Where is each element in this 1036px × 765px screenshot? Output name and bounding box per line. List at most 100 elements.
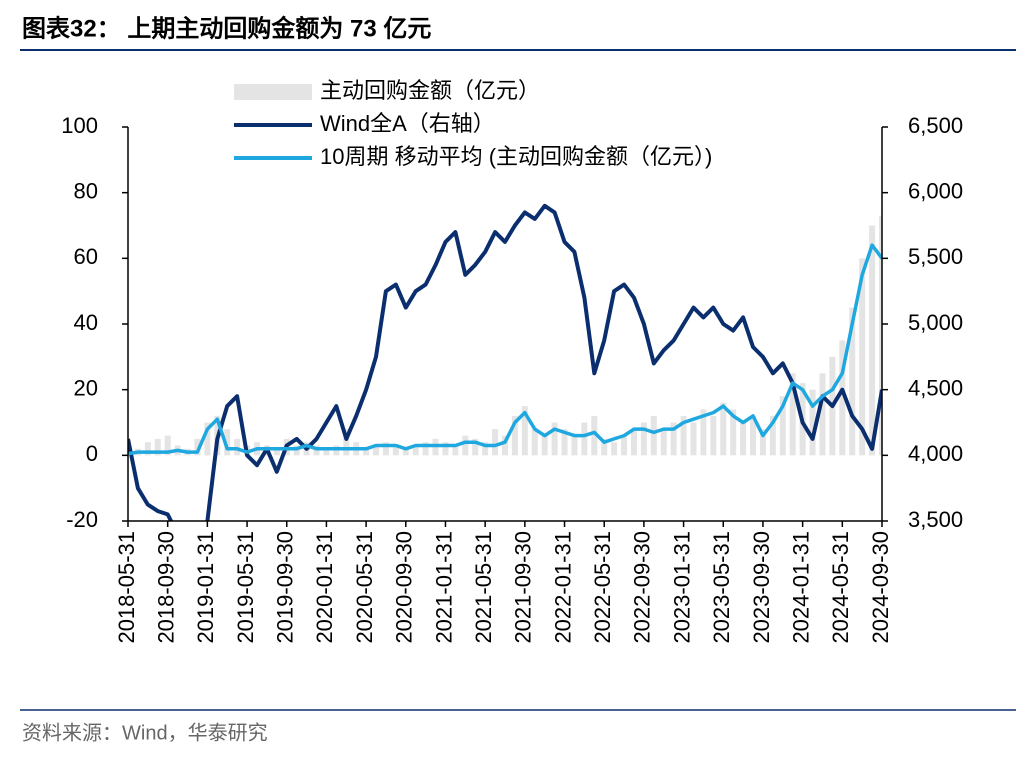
y-tick-label: -20 — [66, 507, 98, 532]
x-tick-label: 2024-05-31 — [828, 531, 853, 644]
x-tick-label: 2021-09-30 — [511, 531, 536, 644]
bar — [670, 422, 677, 456]
x-tick-label: 2018-05-31 — [114, 531, 139, 644]
y2-tick-label: 5,000 — [908, 310, 963, 335]
bar — [630, 429, 637, 456]
x-tick-label: 2019-09-30 — [273, 531, 298, 644]
bar — [442, 442, 449, 456]
bar — [343, 429, 350, 456]
bar — [591, 415, 598, 456]
line — [128, 243, 882, 456]
bar — [392, 445, 399, 456]
x-tick-label: 2023-05-31 — [709, 531, 734, 644]
bar — [581, 422, 588, 456]
bar — [412, 445, 419, 456]
bar — [422, 442, 429, 456]
x-tick-label: 2022-09-30 — [630, 531, 655, 644]
y-tick-label: 0 — [86, 441, 98, 466]
bar — [839, 340, 846, 456]
bar — [769, 415, 776, 456]
bar — [710, 415, 717, 456]
bar — [879, 215, 882, 456]
bar — [382, 442, 389, 456]
bar — [561, 429, 568, 456]
bar — [789, 373, 796, 456]
x-tick-label: 2020-05-31 — [352, 531, 377, 644]
bar — [502, 435, 508, 456]
bar — [750, 415, 757, 456]
bar — [720, 402, 727, 456]
bar — [144, 442, 151, 456]
bar — [164, 435, 171, 456]
bar — [154, 438, 161, 456]
bar — [224, 429, 231, 456]
x-tick-label: 2023-09-30 — [749, 531, 774, 644]
bar — [492, 429, 499, 456]
y-tick-label: 80 — [74, 178, 98, 203]
y-tick-label: 100 — [61, 113, 98, 138]
source: 资料来源：Wind，华泰研究 — [22, 721, 268, 744]
bar — [472, 438, 479, 456]
bar — [680, 415, 687, 456]
bar — [690, 422, 697, 456]
chart-title: 图表32： 上期主动回购金额为 73 亿元 — [22, 14, 431, 42]
y2-tick-label: 4,000 — [908, 441, 963, 466]
x-tick-label: 2020-01-31 — [312, 531, 337, 644]
bar — [700, 409, 707, 456]
legend-label: 10周期 移动平均 (主动回购金额（亿元）) — [320, 144, 712, 169]
bar — [650, 415, 657, 456]
x-tick-label: 2024-01-31 — [788, 531, 813, 644]
y-tick-label: 60 — [74, 244, 98, 269]
bar — [204, 422, 211, 456]
bar — [363, 448, 370, 456]
bar — [759, 429, 766, 456]
bar — [779, 396, 786, 456]
x-tick-label: 2019-01-31 — [193, 531, 218, 644]
y2-tick-label: 6,500 — [908, 113, 963, 138]
bar — [452, 445, 459, 456]
x-tick-label: 2022-01-31 — [550, 531, 575, 644]
bar — [611, 442, 618, 456]
y2-tick-label: 4,500 — [908, 375, 963, 400]
bar — [809, 389, 816, 456]
bar — [849, 307, 856, 456]
x-tick-label: 2024-09-30 — [868, 531, 893, 644]
legend-label: Wind全A（右轴） — [320, 111, 495, 136]
bar — [621, 435, 628, 456]
y2-tick-label: 3,500 — [908, 507, 963, 532]
bar — [511, 415, 518, 456]
bar — [730, 409, 737, 456]
y2-tick-label: 6,000 — [908, 178, 963, 203]
y-tick-label: 20 — [74, 375, 98, 400]
bar — [531, 429, 538, 456]
bar — [323, 448, 330, 456]
bar — [521, 406, 528, 456]
bar — [462, 435, 469, 456]
bar — [551, 422, 558, 456]
x-tick-label: 2019-05-31 — [233, 531, 258, 644]
x-tick-label: 2022-05-31 — [590, 531, 615, 644]
legend-swatch — [234, 84, 312, 100]
bar — [869, 225, 876, 456]
bar — [819, 373, 826, 456]
bar — [859, 258, 866, 456]
bar — [373, 445, 380, 456]
legend-label: 主动回购金额（亿元） — [320, 78, 540, 103]
plot-area — [128, 203, 882, 521]
x-tick-label: 2021-05-31 — [471, 531, 496, 644]
bar — [402, 448, 409, 456]
bar — [194, 438, 201, 456]
bar — [640, 422, 647, 456]
bar — [273, 448, 280, 456]
bar — [571, 435, 578, 456]
line — [128, 203, 882, 521]
bar — [541, 435, 548, 456]
bar — [740, 422, 747, 456]
bar — [601, 438, 608, 456]
y2-tick-label: 5,500 — [908, 244, 963, 269]
bar — [660, 429, 667, 456]
bar — [482, 442, 489, 456]
x-tick-label: 2018-09-30 — [153, 531, 178, 644]
x-tick-label: 2023-01-31 — [669, 531, 694, 644]
